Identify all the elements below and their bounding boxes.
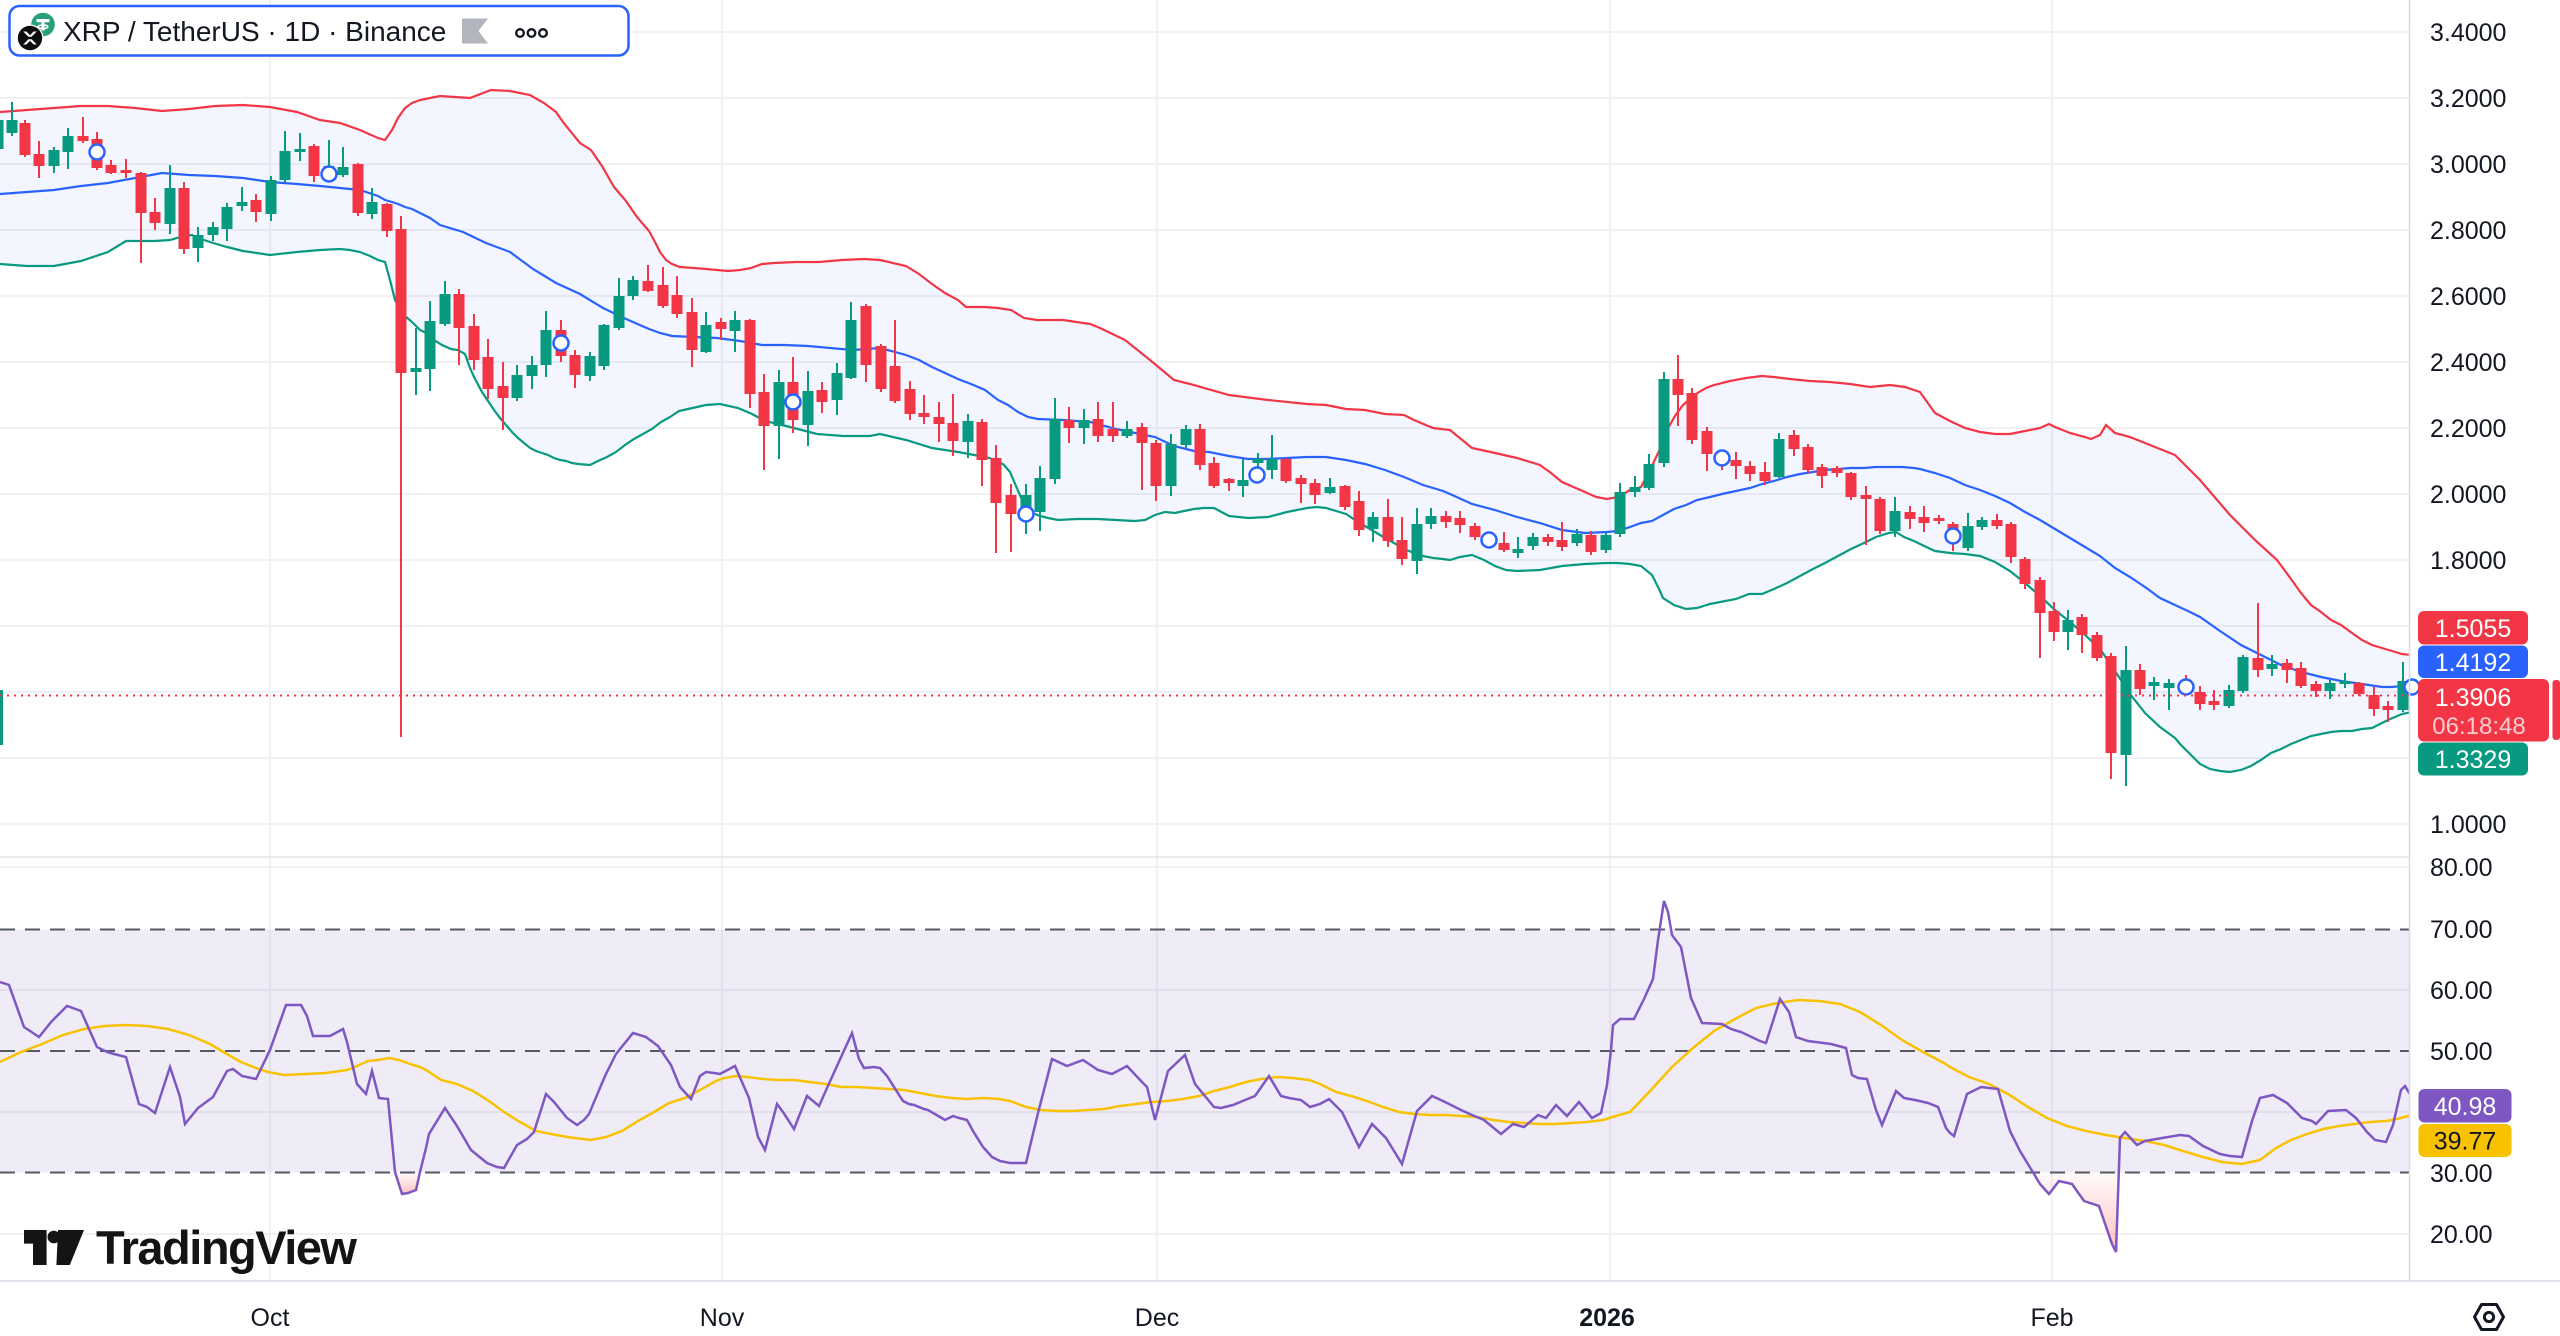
svg-text:80.00: 80.00: [2430, 854, 2493, 882]
svg-text:1.0000: 1.0000: [2430, 811, 2506, 839]
svg-text:50.00: 50.00: [2430, 1038, 2493, 1066]
svg-text:Oct: Oct: [251, 1304, 290, 1332]
svg-text:1.4192: 1.4192: [2435, 649, 2511, 677]
svg-text:3.2000: 3.2000: [2430, 85, 2506, 113]
svg-text:2.4000: 2.4000: [2430, 349, 2506, 377]
svg-text:06:18:48: 06:18:48: [2432, 713, 2525, 740]
svg-text:1.5055: 1.5055: [2435, 615, 2511, 643]
svg-text:3.0000: 3.0000: [2430, 151, 2506, 179]
svg-text:20.00: 20.00: [2430, 1221, 2493, 1249]
svg-text:1.8000: 1.8000: [2430, 547, 2506, 575]
svg-text:TradingView: TradingView: [96, 1221, 357, 1274]
svg-text:39.77: 39.77: [2434, 1128, 2497, 1156]
svg-text:2.0000: 2.0000: [2430, 481, 2506, 509]
svg-text:Nov: Nov: [700, 1304, 745, 1332]
svg-text:60.00: 60.00: [2430, 977, 2493, 1005]
svg-text:Dec: Dec: [1135, 1304, 1179, 1332]
svg-text:Feb: Feb: [2030, 1304, 2073, 1332]
svg-text:2.6000: 2.6000: [2430, 283, 2506, 311]
svg-text:2.8000: 2.8000: [2430, 217, 2506, 245]
svg-text:30.00: 30.00: [2430, 1160, 2493, 1188]
svg-text:2026: 2026: [1579, 1304, 1635, 1332]
svg-text:1.3329: 1.3329: [2435, 746, 2511, 774]
svg-text:2.2000: 2.2000: [2430, 415, 2506, 443]
svg-text:40.98: 40.98: [2434, 1093, 2497, 1121]
svg-text:1.3906: 1.3906: [2435, 684, 2511, 712]
svg-text:70.00: 70.00: [2430, 916, 2493, 944]
svg-text:XRP / TetherUS · 1D · Binance: XRP / TetherUS · 1D · Binance: [63, 16, 446, 47]
svg-text:3.4000: 3.4000: [2430, 19, 2506, 47]
